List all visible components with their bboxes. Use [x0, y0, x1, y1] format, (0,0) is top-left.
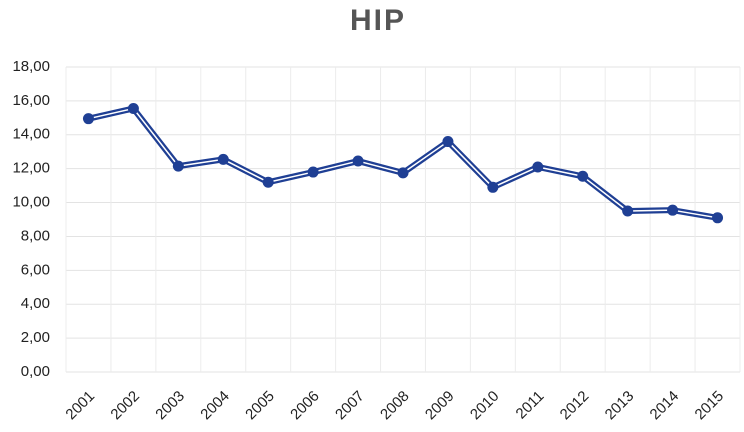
x-tick-label: 2005	[242, 388, 278, 424]
x-tick-label: 2001	[62, 388, 98, 424]
marker	[82, 113, 94, 125]
x-tick-label: 2004	[197, 388, 233, 424]
marker	[442, 136, 454, 148]
marker	[577, 170, 589, 182]
marker	[307, 166, 319, 178]
x-tick-label: 2002	[107, 388, 143, 424]
marker	[397, 167, 409, 179]
marker	[487, 181, 499, 193]
y-tick-label: 2,00	[21, 329, 50, 346]
y-tick-label: 0,00	[21, 363, 50, 380]
x-tick-label: 2015	[692, 388, 728, 424]
x-tick-label: 2012	[557, 388, 593, 424]
x-tick-label: 2013	[602, 388, 638, 424]
y-tick-label: 14,00	[12, 126, 50, 143]
x-tick-label: 2014	[647, 388, 683, 424]
y-tick-label: 6,00	[21, 261, 50, 278]
x-tick-label: 2003	[152, 388, 188, 424]
x-tick-label: 2009	[422, 388, 458, 424]
x-tick-label: 2011	[513, 388, 548, 423]
y-tick-label: 12,00	[12, 160, 50, 177]
marker	[262, 176, 274, 188]
marker	[172, 160, 184, 172]
y-tick-label: 18,00	[12, 58, 50, 75]
marker	[667, 204, 679, 216]
y-tick-label: 10,00	[12, 194, 50, 211]
marker	[712, 212, 724, 224]
x-tick-label: 2008	[377, 388, 413, 424]
x-tick-label: 2006	[287, 388, 323, 424]
x-tick-label: 2010	[467, 388, 503, 424]
y-tick-label: 8,00	[21, 227, 50, 244]
marker	[352, 155, 364, 167]
x-tick-label: 2007	[332, 388, 368, 424]
marker	[127, 103, 139, 115]
y-tick-label: 16,00	[12, 92, 50, 109]
y-tick-label: 4,00	[21, 295, 50, 312]
marker	[622, 205, 634, 217]
marker	[217, 153, 229, 165]
marker	[532, 161, 544, 173]
chart-title: HIP	[350, 4, 406, 37]
